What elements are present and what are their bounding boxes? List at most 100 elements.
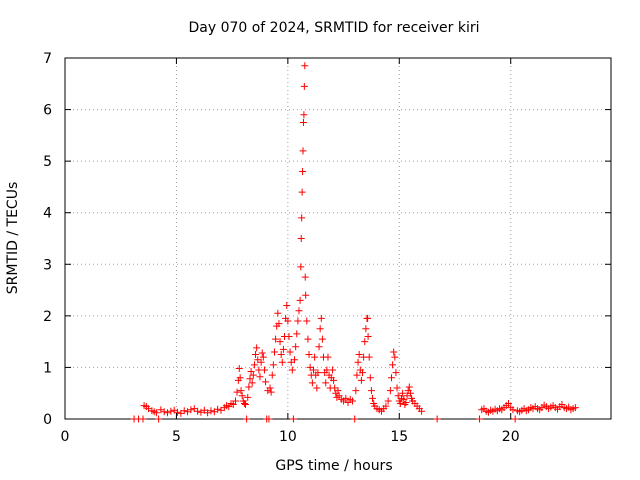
data-point [242, 401, 250, 409]
data-point [245, 383, 253, 391]
data-point [252, 351, 260, 359]
data-point [298, 188, 306, 196]
data-point [247, 368, 255, 376]
data-point [236, 374, 244, 382]
data-point [274, 309, 282, 317]
data-point [214, 405, 222, 413]
data-point [240, 400, 248, 408]
data-point [257, 358, 265, 366]
data-point [387, 374, 395, 382]
data-point [297, 263, 305, 271]
data-point [571, 404, 579, 412]
data-point [259, 353, 267, 361]
data-point [348, 397, 356, 405]
data-point [393, 384, 401, 392]
data-point [167, 407, 175, 415]
data-point [384, 397, 392, 405]
data-point [304, 335, 312, 343]
data-point [366, 374, 374, 382]
data-point [284, 317, 292, 325]
data-point [155, 415, 163, 423]
data-point [279, 345, 287, 353]
data-point [364, 332, 372, 340]
x-tick-label: 0 [61, 429, 70, 445]
data-point [267, 388, 275, 396]
ticks-layer: 0 5 10 15 20 0 1 2 3 4 5 6 7 [43, 51, 611, 445]
points-layer [130, 62, 579, 423]
data-point [309, 366, 317, 374]
data-point [249, 371, 257, 379]
data-point [248, 379, 256, 387]
data-point [164, 409, 172, 417]
data-point [139, 415, 147, 423]
data-point [476, 415, 484, 423]
data-point [361, 338, 369, 346]
chart-title: Day 070 of 2024, SRMTID for receiver kir… [188, 20, 479, 36]
data-point [269, 361, 277, 369]
data-point [299, 118, 307, 126]
data-point [256, 373, 264, 381]
data-point [187, 406, 195, 414]
data-point [318, 335, 326, 343]
data-point [433, 415, 441, 423]
y-axis-label: SRMTID / TECUs [5, 182, 21, 295]
data-point [418, 407, 426, 415]
data-point [268, 371, 276, 379]
data-point [299, 147, 307, 155]
data-point [262, 378, 270, 386]
y-tick-label: 0 [43, 412, 52, 428]
data-point [266, 384, 274, 392]
data-point [357, 376, 365, 384]
data-point [316, 325, 324, 333]
data-point [509, 406, 517, 414]
data-point [315, 343, 323, 351]
data-point [152, 409, 160, 417]
data-point [313, 384, 321, 392]
data-point [303, 317, 311, 325]
data-point [275, 320, 283, 328]
data-point [324, 353, 332, 361]
data-point [396, 400, 404, 408]
data-point [276, 338, 284, 346]
data-point [246, 375, 254, 383]
data-point [365, 353, 373, 361]
data-point [391, 353, 399, 361]
data-point [302, 291, 310, 299]
data-point [296, 296, 304, 304]
data-point [294, 317, 302, 325]
x-tick-label: 10 [279, 429, 297, 445]
data-point [352, 387, 360, 395]
data-point [362, 325, 370, 333]
data-point [285, 332, 293, 340]
data-point [270, 348, 278, 356]
data-point [160, 408, 168, 416]
y-tick-label: 4 [43, 206, 52, 222]
y-tick-label: 1 [43, 360, 52, 376]
x-tick-label: 5 [172, 429, 181, 445]
data-point [235, 364, 243, 372]
data-point [243, 415, 251, 423]
data-point [272, 335, 280, 343]
data-point [277, 351, 285, 359]
data-point [386, 387, 394, 395]
data-point [231, 397, 239, 405]
data-point [351, 415, 359, 423]
data-point [258, 349, 266, 357]
data-point [399, 389, 407, 397]
data-point [334, 387, 342, 395]
data-point [265, 415, 273, 423]
data-point [359, 369, 367, 377]
data-point [405, 383, 413, 391]
data-point [250, 361, 258, 369]
x-tick-label: 20 [502, 429, 520, 445]
data-point [511, 415, 519, 423]
data-point [335, 392, 343, 400]
data-point [367, 387, 375, 395]
data-point [322, 379, 330, 387]
y-tick-label: 3 [43, 257, 52, 273]
data-point [301, 62, 309, 70]
data-point [369, 394, 377, 402]
plot-frame [64, 57, 612, 420]
data-point [305, 351, 313, 359]
